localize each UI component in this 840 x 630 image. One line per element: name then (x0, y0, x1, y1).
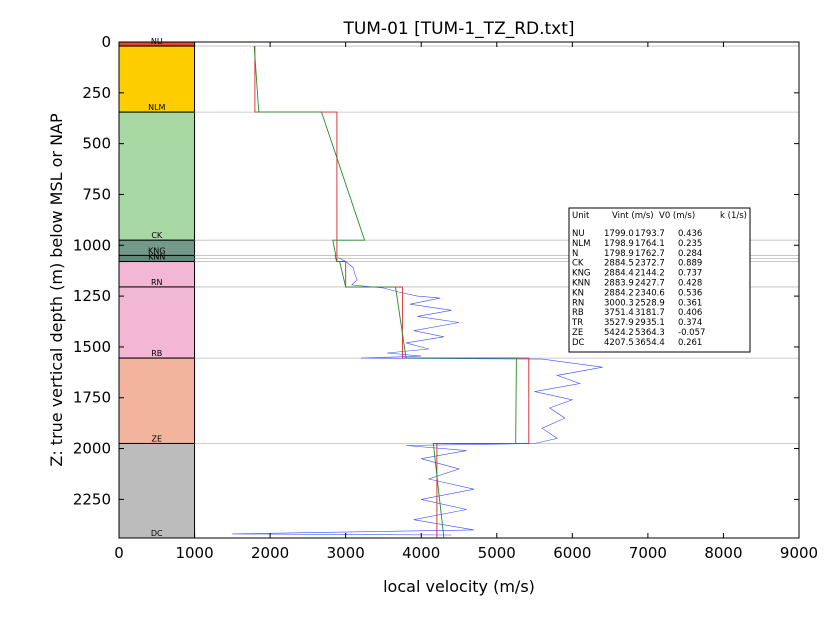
legend-cell: 0.889 (678, 259, 702, 269)
y-tick-label: 2000 (73, 440, 111, 458)
x-tick-label: 4000 (402, 544, 440, 562)
legend-cell: 0.436 (678, 229, 702, 239)
unit-label-knn: KNN (148, 253, 165, 262)
legend-cell: 2144.2 (635, 269, 665, 279)
legend-cell: 1798.9 (604, 239, 634, 249)
legend-cell: 5424.2 (604, 328, 634, 338)
legend-header-cell: Unit (572, 211, 590, 221)
y-tick-label: 1500 (73, 338, 111, 356)
legend-cell: 4207.5 (604, 338, 634, 348)
legend-cell: 5364.3 (635, 328, 665, 338)
legend-cell: NLM (572, 239, 590, 249)
legend-cell: 1764.1 (635, 239, 665, 249)
x-tick-label: 9000 (780, 544, 818, 562)
y-tick-label: 750 (82, 185, 111, 203)
unit-block-dc (118, 442, 196, 539)
legend-cell: 2884.2 (604, 288, 634, 298)
unit-label-ze: ZE (152, 434, 163, 443)
legend-cell: DC (572, 338, 585, 348)
linear-model-line (253, 46, 517, 539)
x-tick-label: 1000 (175, 544, 213, 562)
legend-header-cell: V0 (m/s) (659, 211, 695, 221)
x-tick-label: 5000 (478, 544, 516, 562)
y-tick-label: 1750 (73, 389, 111, 407)
legend-cell: KN (572, 288, 584, 298)
legend-cell: 3751.4 (604, 308, 634, 318)
x-axis-label: local velocity (m/s) (383, 577, 535, 596)
x-tick-label: 6000 (553, 544, 591, 562)
chart-title: TUM-01 [TUM-1_TZ_RD.txt] (342, 19, 574, 39)
y-tick-label: 1000 (73, 236, 111, 254)
legend-cell: 2884.5 (604, 259, 634, 269)
legend-cell: 1798.9 (604, 249, 634, 259)
y-tick-label: 250 (82, 84, 111, 102)
y-tick-label: 1250 (73, 287, 111, 305)
legend-cell: 1799.0 (604, 229, 634, 239)
legend-cell: 3000.3 (604, 298, 634, 308)
legend-cell: KNG (572, 269, 591, 279)
legend-cell: 2884.4 (604, 269, 634, 279)
y-axis-label: Z: true vertical depth (m) below MSL or … (47, 113, 66, 467)
legend-cell: 1762.7 (635, 249, 665, 259)
x-tick-label: 3000 (327, 544, 365, 562)
legend-cell: 3181.7 (635, 308, 665, 318)
legend-cell: 2528.9 (635, 298, 665, 308)
x-tick-label: 0 (114, 544, 124, 562)
y-tick-label: 0 (101, 33, 111, 51)
legend-cell: 2340.6 (635, 288, 665, 298)
legend-header-cell: k (1/s) (720, 211, 747, 221)
x-tick-label: 7000 (629, 544, 667, 562)
legend-cell: 0.737 (678, 269, 702, 279)
legend-cell: N (572, 249, 578, 259)
unit-label-nlm: NLM (148, 103, 165, 112)
legend-cell: 3654.4 (635, 338, 665, 348)
legend-cell: 2935.1 (635, 318, 665, 328)
legend-cell: CK (572, 259, 584, 269)
unit-label-rn: RN (151, 278, 163, 287)
unit-block-rn (118, 261, 196, 288)
legend-cell: 0.536 (678, 288, 702, 298)
interval-velocity-line (254, 46, 530, 538)
legend-cell: -0.057 (678, 328, 705, 338)
legend-cell: 2372.7 (635, 259, 665, 269)
unit-block-ck (118, 111, 196, 241)
legend-cell: RN (572, 298, 584, 308)
legend-cell: 3527.9 (604, 318, 634, 328)
x-tick-label: 8000 (704, 544, 742, 562)
legend-box (568, 207, 751, 353)
legend-cell: 1793.7 (635, 229, 665, 239)
legend-cell: 2427.7 (635, 279, 665, 289)
legend-cell: ZE (572, 328, 583, 338)
legend-cell: KNN (572, 279, 590, 289)
legend-cell: TR (571, 318, 583, 328)
legend-cell: 0.261 (678, 338, 702, 348)
unit-block-ze (118, 357, 196, 444)
legend-header-cell: Vint (m/s) (612, 211, 654, 221)
sonic-log-line (232, 257, 603, 536)
legend-cell: 0.284 (678, 249, 702, 259)
unit-label-rb: RB (151, 349, 162, 358)
unit-block-rb (118, 286, 196, 359)
legend-cell: NU (572, 229, 585, 239)
legend-cell: 0.406 (678, 308, 702, 318)
legend-cell: 2883.9 (604, 279, 634, 289)
unit-label-ck: CK (151, 231, 163, 240)
y-tick-label: 2250 (73, 490, 111, 508)
unit-label-dc: DC (151, 529, 163, 538)
legend-cell: 0.374 (678, 318, 702, 328)
legend-cell: 0.361 (678, 298, 702, 308)
legend-cell: 0.428 (678, 279, 702, 289)
x-tick-label: 2000 (251, 544, 289, 562)
legend-cell: 0.235 (678, 239, 702, 249)
legend-cell: RB (572, 308, 584, 318)
y-tick-label: 500 (82, 135, 111, 153)
unit-label-kng: KNG (148, 246, 165, 255)
plot-frame (118, 41, 800, 539)
